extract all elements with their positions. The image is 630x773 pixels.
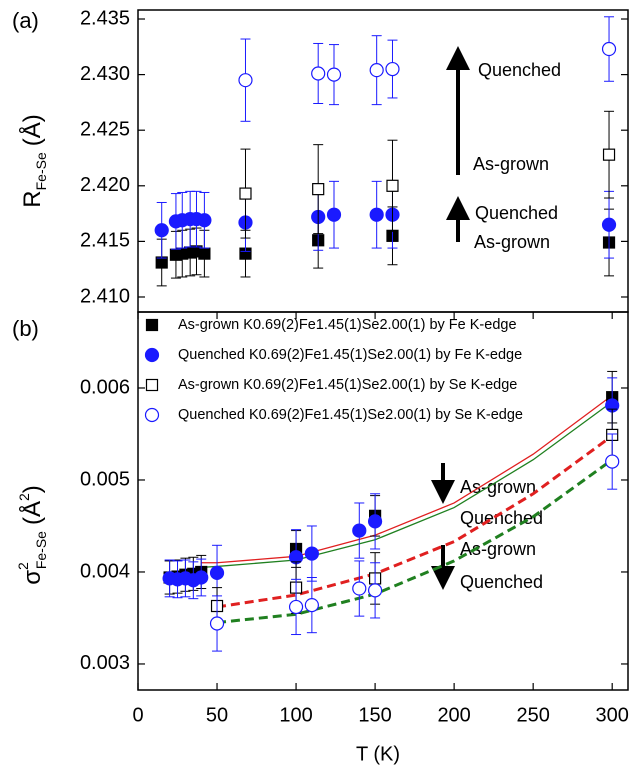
legend-marker: [145, 318, 159, 332]
y-axis-label-part: 2: [15, 562, 31, 570]
y-axis-label-part: σ: [19, 570, 46, 585]
fit-curve: [201, 401, 613, 569]
panel-label: (a): [12, 8, 39, 33]
x-axis-label: T (K): [356, 743, 400, 765]
data-point: [304, 546, 319, 561]
y-axis-label-part: Fe-Se: [33, 152, 49, 190]
data-point: [369, 207, 384, 222]
data-point: [154, 223, 169, 238]
plot-frame: [137, 9, 629, 313]
annotation: As-grown: [474, 232, 550, 252]
y-axis-label-part: R: [19, 190, 46, 207]
annotation: Quenched: [478, 60, 561, 80]
legend-marker: [145, 378, 159, 392]
y-tick-label: 0.003: [80, 652, 130, 674]
x-tick-label: 0: [132, 704, 143, 726]
y-tick-label: 0.006: [80, 376, 130, 398]
legend-label: As-grown K0.69(2)Fe1.45(1)Se2.00(1) by S…: [178, 377, 517, 393]
annotation: As-grown: [460, 539, 536, 559]
y-axis-label-part: (Å: [18, 501, 46, 525]
x-tick-label: 50: [206, 704, 228, 726]
annotation: As-grown: [473, 154, 549, 174]
data-point: [238, 73, 253, 88]
legend-marker: [144, 407, 160, 423]
legend-label: As-grown K0.69(2)Fe1.45(1)Se2.00(1) by F…: [178, 317, 517, 333]
y-tick-label: 2.410: [80, 285, 130, 307]
y-tick-label: 2.415: [80, 230, 130, 252]
x-tick-label: 100: [279, 704, 312, 726]
y-tick-label: 2.420: [80, 174, 130, 196]
x-tick-label: 300: [596, 704, 629, 726]
legend-label: Quenched K0.69(2)Fe1.45(1)Se2.00(1) by S…: [178, 407, 523, 423]
data-point: [209, 616, 225, 631]
annotation: Quenched: [475, 203, 558, 223]
y-axis-label: RFe-Se (Å): [18, 114, 48, 207]
data-point: [197, 213, 212, 228]
x-tick-label: 150: [358, 704, 391, 726]
data-point: [326, 67, 342, 82]
fit-curve: [216, 434, 614, 609]
plot-frame: [137, 311, 629, 691]
data-point: [367, 514, 383, 529]
x-tick-label: 200: [437, 704, 470, 726]
y-axis-label-part: 2: [16, 493, 32, 501]
data-point: [352, 581, 367, 596]
data-point: [605, 454, 620, 469]
y-axis-label-part: ): [19, 485, 46, 493]
y-axis-label-part: (Å): [18, 114, 46, 146]
data-point: [601, 41, 617, 57]
annotation: Quenched: [460, 572, 543, 592]
y-axis-label: σ2 Fe-Se(Å2): [15, 485, 49, 585]
data-point: [194, 570, 209, 585]
data-point: [304, 597, 319, 613]
panel-label: (b): [12, 316, 39, 341]
data-point: [326, 207, 342, 222]
data-point: [209, 565, 225, 580]
data-point: [312, 183, 325, 196]
data-point: [385, 61, 400, 77]
data-point: [367, 583, 383, 598]
y-tick-label: 2.430: [80, 63, 130, 85]
data-point: [198, 247, 211, 260]
data-point: [288, 599, 304, 615]
fit-curve: [216, 458, 614, 625]
data-point: [239, 187, 252, 200]
annotation: Quenched: [460, 508, 543, 528]
y-tick-label: 0.005: [80, 468, 130, 490]
y-tick-label: 2.435: [80, 7, 130, 29]
y-tick-label: 0.004: [80, 560, 130, 582]
annotation: As-grown: [460, 477, 536, 497]
data-point: [369, 63, 384, 78]
data-point: [155, 256, 168, 269]
data-point: [386, 179, 399, 192]
data-point: [602, 148, 616, 161]
x-tick-label: 250: [516, 704, 549, 726]
data-point: [311, 66, 326, 81]
data-point: [352, 523, 367, 538]
y-tick-label: 2.425: [80, 118, 130, 140]
y-axis-label-part: Fe-Se: [33, 531, 49, 569]
legend-marker: [144, 347, 160, 363]
data-point: [601, 217, 617, 232]
legend-label: Quenched K0.69(2)Fe1.45(1)Se2.00(1) by F…: [178, 347, 522, 363]
